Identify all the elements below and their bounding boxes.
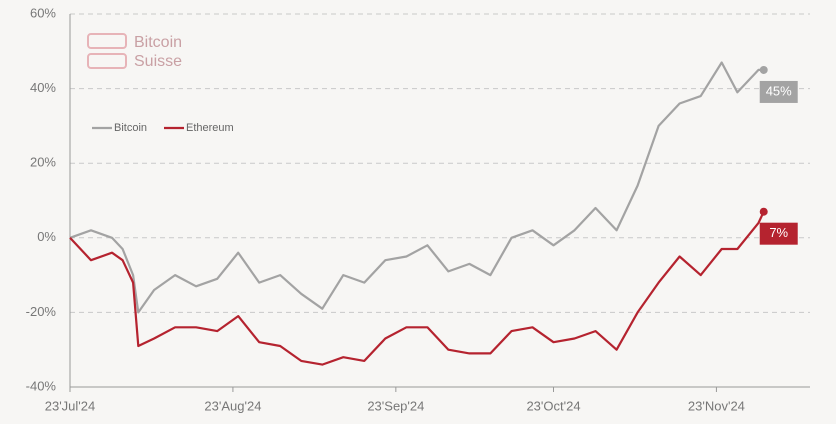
logo-text: Bitcoin — [134, 34, 182, 51]
logo: Bitcoin Suisse — [87, 33, 182, 70]
y-tick-label: 60% — [30, 5, 56, 20]
logo-icon — [87, 33, 127, 49]
end-point — [759, 65, 768, 74]
value-label: 45% — [766, 83, 792, 98]
line-series — [69, 61, 764, 314]
x-tick-label: 23'Jul'24 — [45, 398, 96, 413]
y-tick-label: 0% — [37, 229, 56, 244]
value-label-box — [759, 80, 798, 103]
legend-label: Bitcoin — [114, 122, 147, 134]
x-tick-label: 23'Oct'24 — [526, 398, 580, 413]
value-label: 7% — [769, 225, 788, 240]
y-tick-label: 40% — [30, 80, 56, 95]
logo-icon — [87, 53, 127, 69]
value-label-box — [759, 222, 798, 245]
end-point — [759, 207, 768, 216]
logo-text: Suisse — [134, 53, 182, 70]
legend-label: Ethereum — [186, 122, 234, 134]
y-tick-label: 20% — [30, 155, 56, 170]
x-tick-label: 23'Nov'24 — [688, 398, 745, 413]
line-series — [69, 211, 765, 366]
y-tick-label: -40% — [26, 378, 57, 393]
y-tick-label: -20% — [26, 304, 57, 319]
x-tick-label: 23'Sep'24 — [367, 398, 424, 413]
x-tick-label: 23'Aug'24 — [204, 398, 261, 413]
